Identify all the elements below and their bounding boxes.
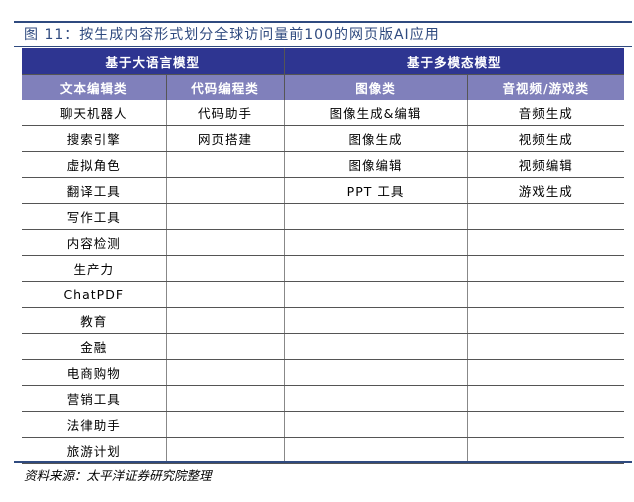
table-cell: 视频编辑 <box>467 151 625 178</box>
group-header-multimodal: 基于多模态模型 <box>284 48 625 75</box>
table-cell: 电商购物 <box>22 359 167 386</box>
table-row: ChatPDF <box>22 281 625 308</box>
table-cell <box>467 307 625 334</box>
column-header-row: 文本编辑类 代码编程类 图像类 音视频/游戏类 <box>22 74 625 100</box>
figure-title: 图 11：按生成内容形式划分全球访问量前100的网页版AI应用 <box>24 27 440 43</box>
table-cell: 图像生成 <box>284 125 468 152</box>
table-row: 生产力 <box>22 255 625 282</box>
table-cell <box>166 255 285 282</box>
table-cell: 音频生成 <box>467 100 625 126</box>
table-cell <box>284 307 468 334</box>
table-cell <box>467 437 625 464</box>
table-cell: 图像生成&编辑 <box>284 100 468 126</box>
table-cell: PPT 工具 <box>284 177 468 204</box>
bottom-rule <box>14 461 632 463</box>
table-cell <box>467 411 625 438</box>
table-cell <box>166 281 285 308</box>
table-cell <box>467 281 625 308</box>
table-cell <box>166 359 285 386</box>
table-row: 法律助手 <box>22 411 625 438</box>
table-cell <box>166 151 285 178</box>
title-rule <box>14 46 632 47</box>
table-row: 电商购物 <box>22 359 625 386</box>
table-cell <box>166 229 285 256</box>
table-row: 写作工具 <box>22 203 625 230</box>
table-cell: 搜索引擎 <box>22 125 167 152</box>
table-row: 教育 <box>22 307 625 334</box>
table-cell: 法律助手 <box>22 411 167 438</box>
table-cell <box>166 307 285 334</box>
apps-table: 基于大语言模型 基于多模态模型 文本编辑类 代码编程类 图像类 音视频/游戏类 … <box>22 48 625 464</box>
table-cell: ChatPDF <box>22 281 167 308</box>
table-row: 内容检测 <box>22 229 625 256</box>
table-cell: 视频生成 <box>467 125 625 152</box>
table-cell <box>284 333 468 360</box>
column-header: 文本编辑类 <box>22 74 167 100</box>
table-cell: 游戏生成 <box>467 177 625 204</box>
table-cell <box>166 177 285 204</box>
table-cell: 图像编辑 <box>284 151 468 178</box>
table-row: 旅游计划 <box>22 437 625 464</box>
table-cell: 代码助手 <box>166 100 285 126</box>
table-cell <box>284 411 468 438</box>
table-cell: 生产力 <box>22 255 167 282</box>
table-cell <box>166 333 285 360</box>
table-cell: 聊天机器人 <box>22 100 167 126</box>
table-row: 营销工具 <box>22 385 625 412</box>
table-row: 虚拟角色 图像编辑 视频编辑 <box>22 151 625 178</box>
column-header: 代码编程类 <box>166 74 285 100</box>
source-note: 资料来源：太平洋证券研究院整理 <box>24 468 212 483</box>
table-cell: 金融 <box>22 333 167 360</box>
table-cell <box>284 359 468 386</box>
table-cell <box>166 203 285 230</box>
table-cell <box>166 385 285 412</box>
table-row: 搜索引擎 网页搭建 图像生成 视频生成 <box>22 125 625 152</box>
table-cell <box>284 203 468 230</box>
table-cell <box>467 385 625 412</box>
table-cell <box>284 385 468 412</box>
table-cell: 写作工具 <box>22 203 167 230</box>
table-cell: 旅游计划 <box>22 437 167 464</box>
table-row: 翻译工具 PPT 工具 游戏生成 <box>22 177 625 204</box>
table-cell <box>467 255 625 282</box>
table-cell <box>467 203 625 230</box>
group-header-llm: 基于大语言模型 <box>22 48 285 75</box>
column-header: 音视频/游戏类 <box>467 74 625 100</box>
table-cell <box>467 359 625 386</box>
column-header: 图像类 <box>284 74 468 100</box>
table-cell <box>166 411 285 438</box>
table-cell: 翻译工具 <box>22 177 167 204</box>
table-cell <box>467 333 625 360</box>
table-cell <box>284 281 468 308</box>
table-cell <box>467 229 625 256</box>
table-cell: 营销工具 <box>22 385 167 412</box>
table-cell: 网页搭建 <box>166 125 285 152</box>
top-rule <box>14 21 632 23</box>
table-row: 金融 <box>22 333 625 360</box>
table-cell <box>284 437 468 464</box>
table-cell: 虚拟角色 <box>22 151 167 178</box>
table-cell <box>284 229 468 256</box>
table-cell: 内容检测 <box>22 229 167 256</box>
table-cell <box>284 255 468 282</box>
table-cell: 教育 <box>22 307 167 334</box>
group-header-row: 基于大语言模型 基于多模态模型 <box>22 48 625 75</box>
table-row: 聊天机器人 代码助手 图像生成&编辑 音频生成 <box>22 100 625 126</box>
table-cell <box>166 437 285 464</box>
